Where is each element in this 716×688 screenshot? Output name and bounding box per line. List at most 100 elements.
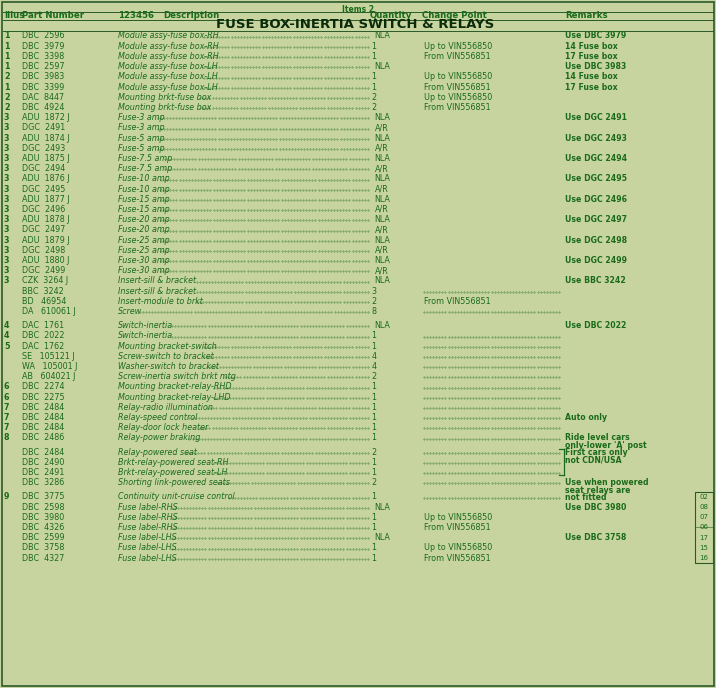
Text: DBC  2486: DBC 2486	[22, 433, 64, 442]
Text: 3: 3	[372, 286, 377, 296]
Text: Use DGC 2497: Use DGC 2497	[565, 215, 627, 224]
Text: A/R: A/R	[374, 246, 388, 255]
Text: Use DBC 3983: Use DBC 3983	[565, 62, 626, 71]
Text: 1: 1	[372, 554, 377, 563]
Text: DBC  3979: DBC 3979	[22, 42, 64, 51]
Text: Auto only: Auto only	[565, 413, 607, 422]
Text: ADU  1880 J: ADU 1880 J	[22, 256, 69, 265]
Text: not fitted: not fitted	[565, 493, 606, 502]
Text: Insert-sill & bracket: Insert-sill & bracket	[118, 277, 196, 286]
Text: DBC  2599: DBC 2599	[22, 533, 64, 542]
Text: 4: 4	[4, 321, 9, 330]
Text: SE   105121 J: SE 105121 J	[22, 352, 74, 361]
Text: A/R: A/R	[374, 225, 388, 235]
Text: BBC  3242: BBC 3242	[22, 286, 64, 296]
Text: Relay-door lock heater: Relay-door lock heater	[118, 423, 208, 432]
Text: 17 Fuse box: 17 Fuse box	[565, 83, 618, 92]
Text: NLA: NLA	[374, 235, 390, 244]
Text: ADU  1872 J: ADU 1872 J	[22, 113, 69, 122]
Text: Relay-power braking: Relay-power braking	[118, 433, 200, 442]
Text: Use when powered: Use when powered	[565, 478, 649, 487]
Text: 3: 3	[4, 154, 9, 163]
Text: Use DGC 2494: Use DGC 2494	[565, 154, 627, 163]
Text: 2: 2	[4, 103, 9, 112]
Text: 3: 3	[4, 113, 9, 122]
Text: Continuity unit-cruise control: Continuity unit-cruise control	[118, 493, 235, 502]
Text: Shorting link-powered seats: Shorting link-powered seats	[118, 478, 230, 487]
Text: Fuse-10 amp: Fuse-10 amp	[118, 184, 170, 193]
Text: Relay-powered seat: Relay-powered seat	[118, 447, 197, 457]
Text: 4: 4	[372, 362, 377, 371]
Text: DBC  3398: DBC 3398	[22, 52, 64, 61]
Text: 14 Fuse box: 14 Fuse box	[565, 42, 618, 51]
Text: 3: 3	[4, 123, 9, 132]
Text: Use DGC 2496: Use DGC 2496	[565, 195, 627, 204]
Text: NLA: NLA	[374, 277, 390, 286]
Text: ADU  1878 J: ADU 1878 J	[22, 215, 69, 224]
Text: Screw: Screw	[118, 307, 142, 316]
Text: 3: 3	[4, 225, 9, 235]
Text: Mounting bracket-relay-RHD: Mounting bracket-relay-RHD	[118, 383, 231, 391]
Text: 1: 1	[372, 341, 377, 350]
Text: Use DGC 2499: Use DGC 2499	[565, 256, 627, 265]
Text: 3: 3	[4, 215, 9, 224]
Text: Fuse-7.5 amp: Fuse-7.5 amp	[118, 154, 173, 163]
Text: Fuse-30 amp: Fuse-30 amp	[118, 256, 170, 265]
Text: DBC  2598: DBC 2598	[22, 502, 64, 511]
Text: Module assy-fuse box-RH: Module assy-fuse box-RH	[118, 52, 219, 61]
Text: AB   604021 J: AB 604021 J	[22, 372, 75, 381]
Text: NLA: NLA	[374, 215, 390, 224]
Text: Fuse-20 amp: Fuse-20 amp	[118, 225, 170, 235]
Text: 6: 6	[4, 383, 9, 391]
Text: 7: 7	[4, 413, 9, 422]
Text: NLA: NLA	[374, 62, 390, 71]
Text: Switch-inertia: Switch-inertia	[118, 332, 173, 341]
Text: 3: 3	[4, 235, 9, 244]
Text: NLA: NLA	[374, 256, 390, 265]
Text: 8: 8	[4, 433, 9, 442]
Text: Use DBC 3758: Use DBC 3758	[565, 533, 626, 542]
Text: ADU  1875 J: ADU 1875 J	[22, 154, 69, 163]
Text: DGC  2496: DGC 2496	[22, 205, 65, 214]
Text: DGC  2498: DGC 2498	[22, 246, 65, 255]
Text: Up to VIN556850: Up to VIN556850	[424, 42, 493, 51]
Text: 1: 1	[372, 493, 377, 502]
Text: Screw-inertia switch brkt mtg: Screw-inertia switch brkt mtg	[118, 372, 236, 381]
Text: 1: 1	[372, 402, 377, 411]
Text: A/R: A/R	[374, 164, 388, 173]
Text: Module assy-fuse box-LH: Module assy-fuse box-LH	[118, 72, 218, 81]
Text: Washer-switch to bracket: Washer-switch to bracket	[118, 362, 219, 371]
Text: DBC  3758: DBC 3758	[22, 544, 64, 552]
Text: Module assy-fuse box-LH: Module assy-fuse box-LH	[118, 83, 218, 92]
Text: ADU  1877 J: ADU 1877 J	[22, 195, 69, 204]
Text: 15: 15	[700, 545, 708, 551]
Text: 2: 2	[4, 93, 9, 102]
Text: 1: 1	[4, 52, 9, 61]
Text: Brkt-relay-powered seat-LH: Brkt-relay-powered seat-LH	[118, 468, 228, 477]
Text: Fuse-3 amp: Fuse-3 amp	[118, 113, 165, 122]
Text: NLA: NLA	[374, 133, 390, 142]
Text: 2: 2	[372, 372, 377, 381]
Text: 3: 3	[4, 184, 9, 193]
Text: From VIN556851: From VIN556851	[424, 52, 490, 61]
Text: DBC  2275: DBC 2275	[22, 392, 64, 402]
Text: DBC  2484: DBC 2484	[22, 402, 64, 411]
Text: 7: 7	[4, 402, 9, 411]
Text: DBC  2490: DBC 2490	[22, 458, 64, 466]
Text: Mounting bracket-relay-LHD: Mounting bracket-relay-LHD	[118, 392, 231, 402]
Text: Fuse label-LHS: Fuse label-LHS	[118, 533, 177, 542]
Text: A/R: A/R	[374, 266, 388, 275]
Text: Illus: Illus	[4, 12, 24, 21]
Text: Fuse-20 amp: Fuse-20 amp	[118, 215, 170, 224]
Text: 3: 3	[4, 246, 9, 255]
Text: From VIN556851: From VIN556851	[424, 523, 490, 532]
Text: Up to VIN556850: Up to VIN556850	[424, 93, 493, 102]
Text: not CDN/USA: not CDN/USA	[565, 455, 621, 464]
Text: ADU  1874 J: ADU 1874 J	[22, 133, 69, 142]
Text: 6: 6	[4, 392, 9, 402]
Text: 1: 1	[372, 83, 377, 92]
Text: DGC  2497: DGC 2497	[22, 225, 65, 235]
Text: 2: 2	[372, 478, 377, 487]
Text: 3: 3	[4, 256, 9, 265]
Text: DBC  3286: DBC 3286	[22, 478, 64, 487]
